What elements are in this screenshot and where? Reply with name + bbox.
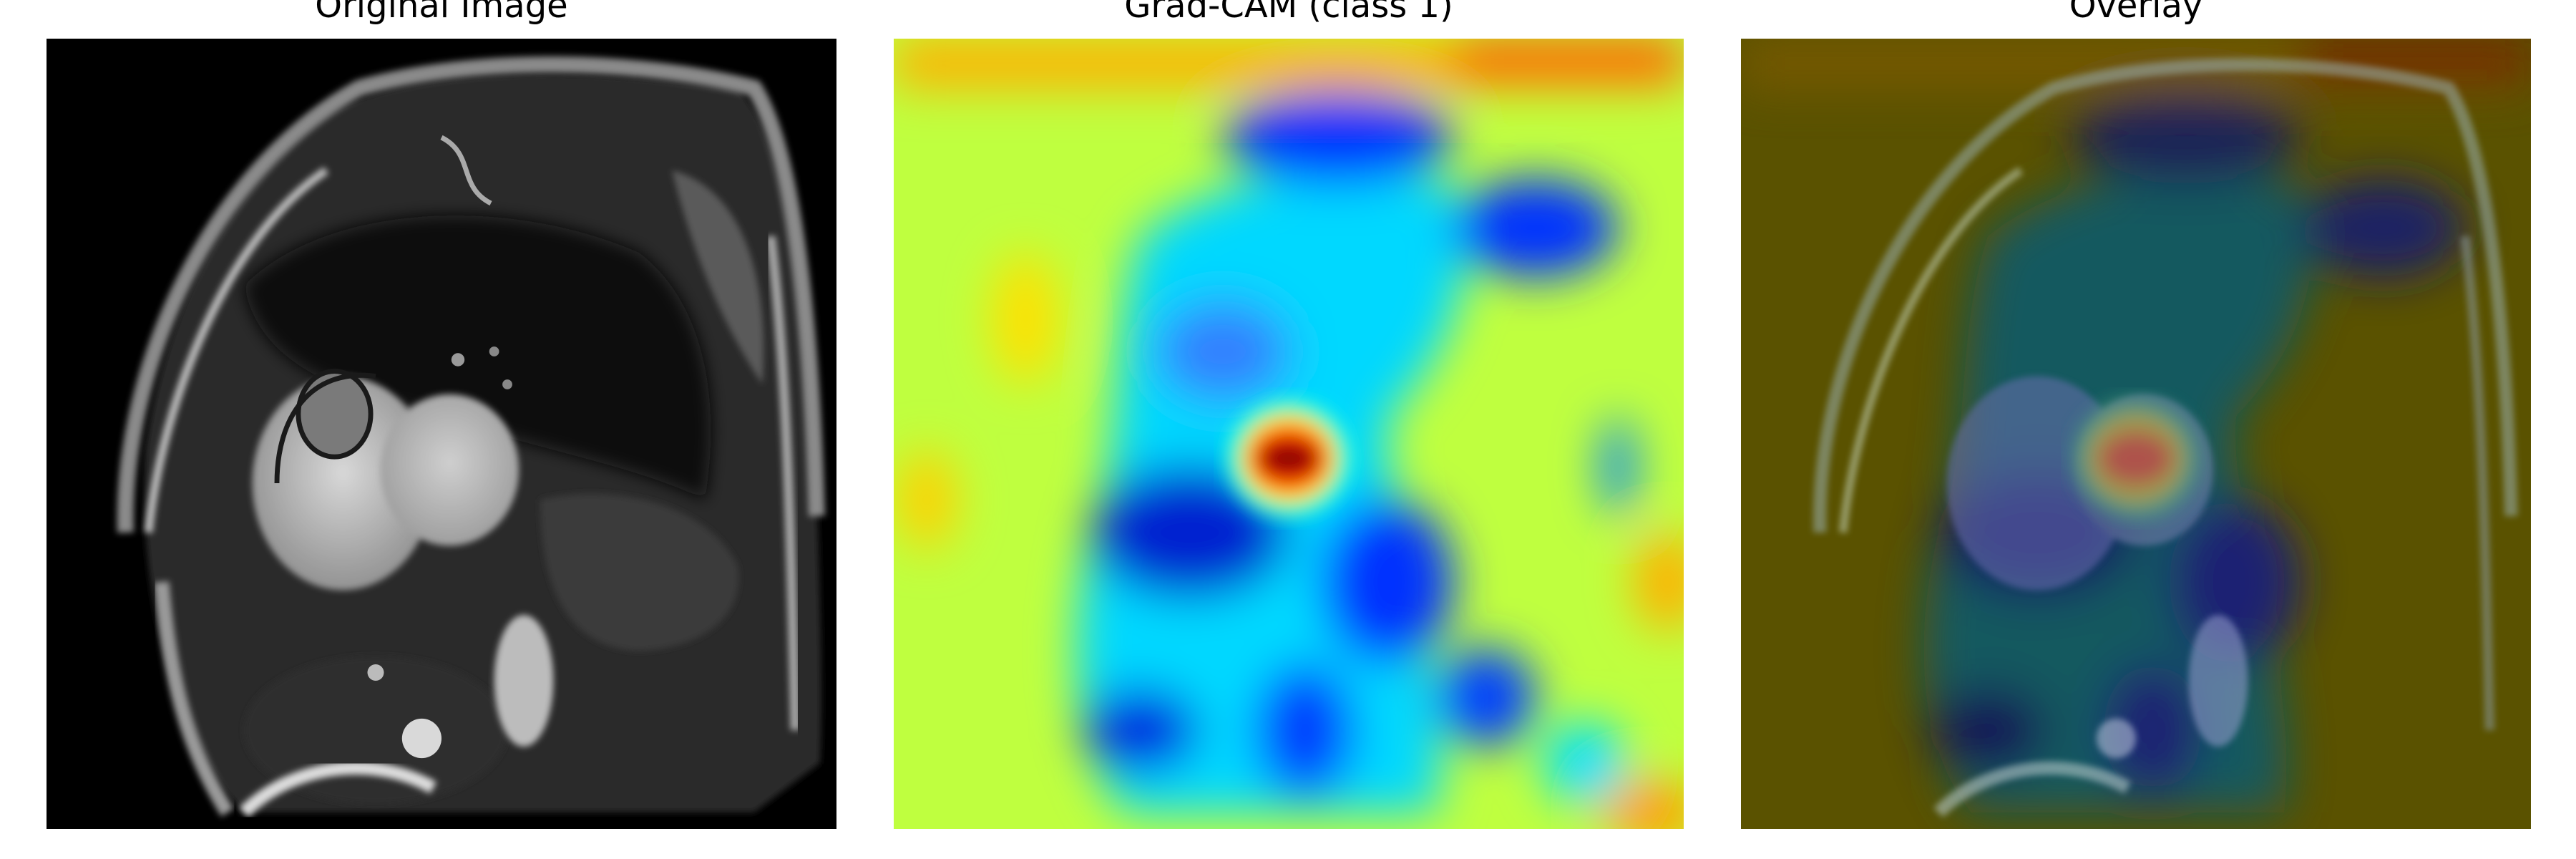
panel-overlay: Overlay bbox=[1741, 0, 2531, 859]
overlay-image bbox=[1741, 39, 2531, 829]
overlay-svg bbox=[1741, 39, 2531, 829]
original-mri-image bbox=[47, 39, 836, 829]
panel-title-overlay: Overlay bbox=[2069, 0, 2203, 26]
mri-svg bbox=[47, 39, 836, 829]
panel-gradcam: Grad-CAM (class 1) bbox=[894, 0, 1684, 859]
gradcam-heatmap bbox=[894, 39, 1684, 829]
panel-original: Original Image bbox=[47, 0, 836, 859]
panel-title-original: Original Image bbox=[315, 0, 568, 26]
panel-title-gradcam: Grad-CAM (class 1) bbox=[1124, 0, 1453, 26]
gradcam-svg bbox=[894, 39, 1684, 829]
